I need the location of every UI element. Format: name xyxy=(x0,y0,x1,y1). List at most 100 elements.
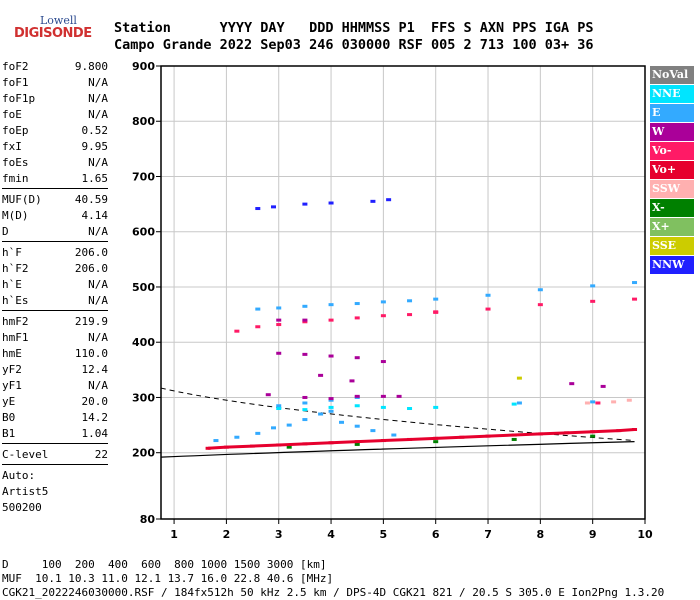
y-tick-label: 80 xyxy=(140,513,156,526)
legend-item: X+ xyxy=(650,218,694,236)
param-row: fmin 1.65 xyxy=(2,170,108,186)
data-point xyxy=(318,373,324,377)
data-point xyxy=(265,393,271,397)
data-point xyxy=(270,205,276,209)
param-value: 1.65 xyxy=(81,172,109,185)
data-point xyxy=(255,325,261,329)
data-point xyxy=(511,437,517,441)
station-header: Station YYYY DAY DDD HHMMSS P1 FFS S AXN… xyxy=(114,20,594,54)
x-tick-label: 10 xyxy=(637,528,653,541)
param-row: foF1p N/A xyxy=(2,90,108,106)
plot-frame xyxy=(160,65,646,520)
param-row: hmF1 N/A xyxy=(2,329,108,345)
param-label: yE xyxy=(2,395,16,408)
x-tick-label: 5 xyxy=(380,528,388,541)
data-point xyxy=(485,293,491,297)
data-point xyxy=(611,400,617,404)
y-tick-label: 900 xyxy=(132,60,155,73)
param-value: N/A xyxy=(88,76,108,89)
x-tick-label: 7 xyxy=(484,528,492,541)
param-label: foE xyxy=(2,108,22,121)
autoscaling-text: Artist5 xyxy=(2,485,49,498)
data-point xyxy=(302,352,308,356)
data-point xyxy=(349,379,355,383)
data-point xyxy=(590,284,596,288)
data-point xyxy=(433,405,439,409)
param-value: 219.9 xyxy=(74,315,108,328)
data-point xyxy=(407,407,413,411)
param-value: N/A xyxy=(88,278,108,291)
legend-item: X- xyxy=(650,199,694,217)
data-point xyxy=(600,384,606,388)
param-divider xyxy=(2,464,108,465)
legend-item: SSW xyxy=(650,180,694,198)
param-row: h`F2 206.0 xyxy=(2,260,108,276)
data-point xyxy=(537,303,543,307)
param-label: B1 xyxy=(2,427,16,440)
data-point xyxy=(328,398,334,402)
data-point xyxy=(318,412,324,416)
data-point xyxy=(302,418,308,422)
param-row: B0 14.2 xyxy=(2,409,108,425)
parameter-panel: foF2 9.800 foF1 N/A foF1p N/A foE N/A foEp 0.52 fx… xyxy=(2,58,108,515)
data-point xyxy=(234,329,240,333)
data-point xyxy=(302,401,308,405)
data-point xyxy=(354,356,360,360)
param-label: foEp xyxy=(2,124,29,137)
footer-muf-line: MUF 10.1 10.3 11.0 12.1 13.7 16.0 22.8 4… xyxy=(2,572,334,585)
param-label: hmF1 xyxy=(2,331,29,344)
autoscaling-text: Auto: xyxy=(2,469,36,482)
param-row: D N/A xyxy=(2,223,108,239)
y-tick-label: 200 xyxy=(132,447,155,460)
data-point xyxy=(370,199,376,203)
data-point xyxy=(328,354,334,358)
data-point xyxy=(584,401,590,405)
data-point xyxy=(302,395,308,399)
data-point xyxy=(328,201,334,205)
model-dashed-curve xyxy=(160,387,635,442)
data-point xyxy=(354,316,360,320)
data-point xyxy=(537,288,543,292)
param-value: 206.0 xyxy=(74,262,108,275)
data-point xyxy=(433,440,439,444)
legend-item: Vo- xyxy=(650,142,694,160)
param-divider xyxy=(2,241,108,242)
param-divider xyxy=(2,310,108,311)
data-point xyxy=(354,404,360,408)
param-label: yF2 xyxy=(2,363,22,376)
y-tick-label: 600 xyxy=(132,226,155,239)
param-row: M(D) 4.14 xyxy=(2,207,108,223)
x-tick-label: 8 xyxy=(537,528,545,541)
data-point xyxy=(380,394,386,398)
legend-item: NoVal xyxy=(650,66,694,84)
data-point xyxy=(354,302,360,306)
x-tick-label: 3 xyxy=(275,528,283,541)
param-label: h`E xyxy=(2,278,22,291)
param-row: h`F 206.0 xyxy=(2,244,108,260)
param-row: MUF(D) 40.59 xyxy=(2,191,108,207)
param-label: foF1 xyxy=(2,76,29,89)
legend-item: W xyxy=(650,123,694,141)
param-label: foEs xyxy=(2,156,29,169)
param-label: hmE xyxy=(2,347,22,360)
legend-item: Vo+ xyxy=(650,161,694,179)
param-label: M(D) xyxy=(2,209,29,222)
footer-distance-line: D 100 200 400 600 800 1000 1500 3000 [km… xyxy=(2,558,327,571)
param-value: 40.59 xyxy=(74,193,108,206)
param-row: foF2 9.800 xyxy=(2,58,108,74)
param-label: fxI xyxy=(2,140,22,153)
param-row: C-level 22 xyxy=(2,446,108,462)
lowell-digisonde-logo: Lowell DIGISONDE xyxy=(2,4,92,44)
data-point xyxy=(595,401,601,405)
data-point xyxy=(511,402,517,406)
param-row: fxI 9.95 xyxy=(2,138,108,154)
y-tick-label: 800 xyxy=(132,115,155,128)
data-point xyxy=(276,323,282,327)
legend-item: NNW xyxy=(650,256,694,274)
param-value: N/A xyxy=(88,331,108,344)
data-point xyxy=(590,400,596,404)
param-row: h`E N/A xyxy=(2,276,108,292)
y-tick-label: 300 xyxy=(132,391,155,404)
data-point xyxy=(380,405,386,409)
data-point xyxy=(516,401,522,405)
